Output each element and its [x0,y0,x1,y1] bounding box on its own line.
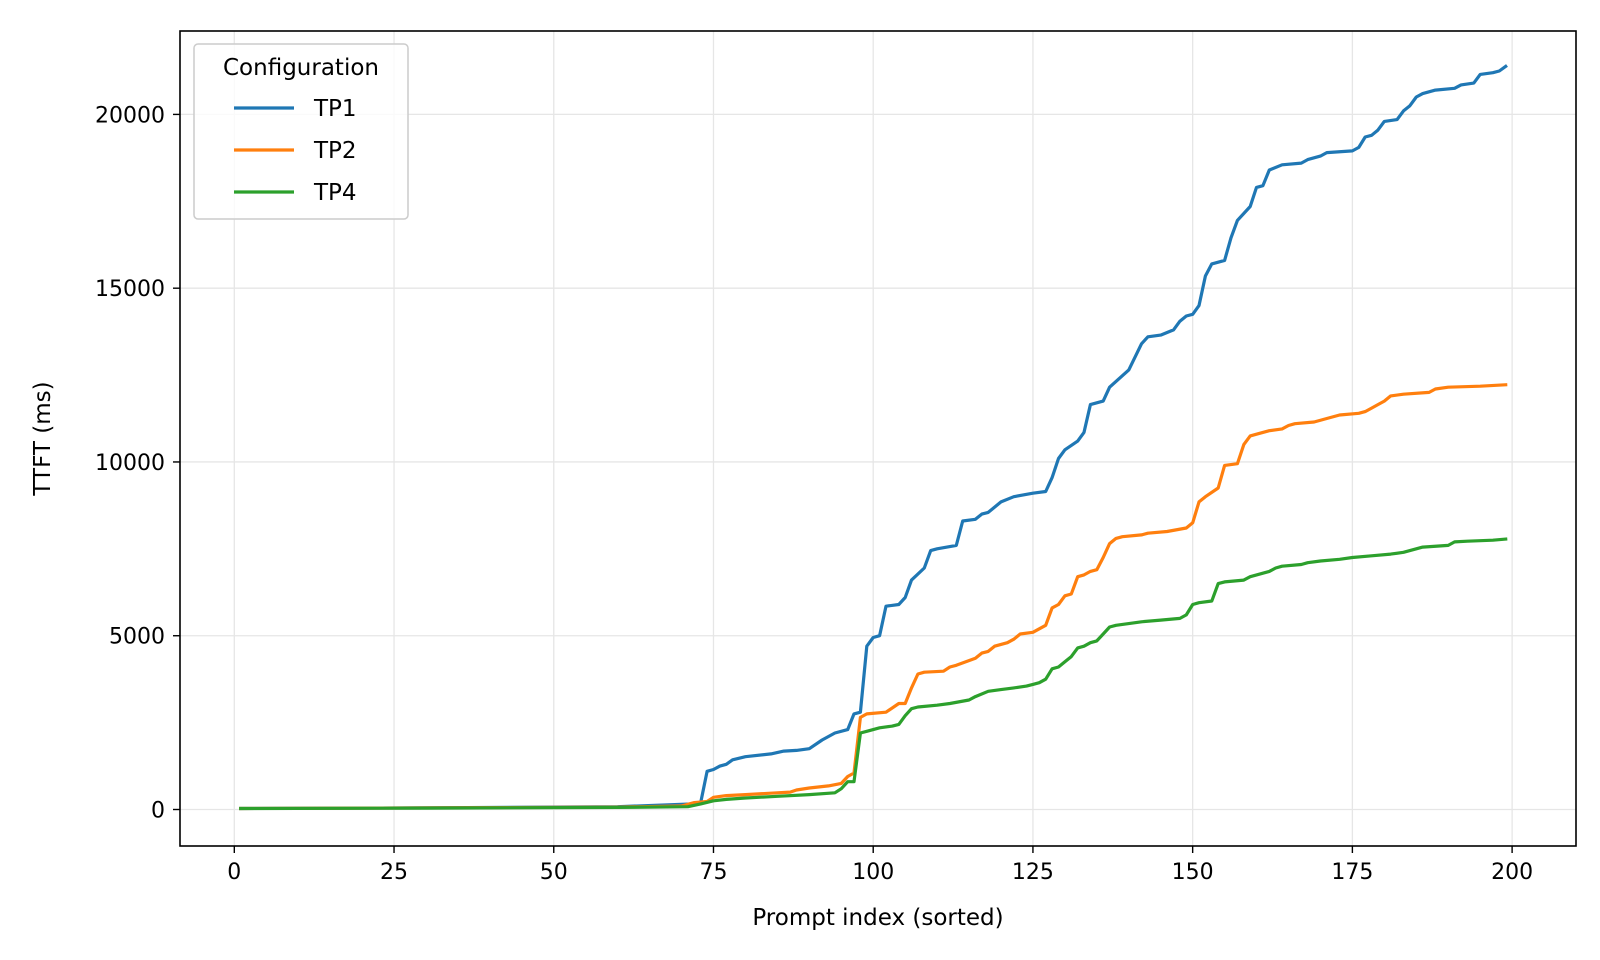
series-lines [239,64,1508,811]
y-tick-label: 20000 [95,103,165,128]
legend-entries: TP1 TP2 TP4 [234,96,357,206]
series-line-tp2 [239,383,1508,811]
y-tick-label: 0 [151,799,165,824]
legend-label-tp1: TP1 [313,96,357,122]
y-tick-label: 15000 [95,277,165,302]
x-tick-label: 25 [380,860,408,885]
series-line-tp1 [239,64,1508,811]
x-tick-label: 100 [852,860,894,885]
plot-frame [179,30,1577,847]
x-tick-label: 0 [227,860,241,885]
x-tick-label: 75 [699,860,727,885]
y-axis-label: TTFT (ms) [30,381,56,496]
y-tick-label: 10000 [95,451,165,476]
y-tick-label: 5000 [109,625,165,650]
series-line-tp4 [239,537,1508,811]
x-axis: 0 25 50 75 100 125 150 175 200 [227,846,1533,885]
x-tick-label: 175 [1331,860,1373,885]
x-tick-label: 150 [1172,860,1214,885]
x-axis-label: Prompt index (sorted) [752,905,1003,931]
legend-title: Configuration [223,55,379,81]
legend: Configuration TP1 TP2 TP4 [193,43,409,220]
legend-label-tp4: TP4 [313,180,357,206]
x-tick-label: 125 [1012,860,1054,885]
legend-label-tp2: TP2 [313,138,357,164]
legend-box [193,43,409,220]
x-tick-label: 50 [540,860,568,885]
y-axis: 0 5000 10000 15000 20000 [95,103,180,824]
x-tick-label: 200 [1491,860,1533,885]
